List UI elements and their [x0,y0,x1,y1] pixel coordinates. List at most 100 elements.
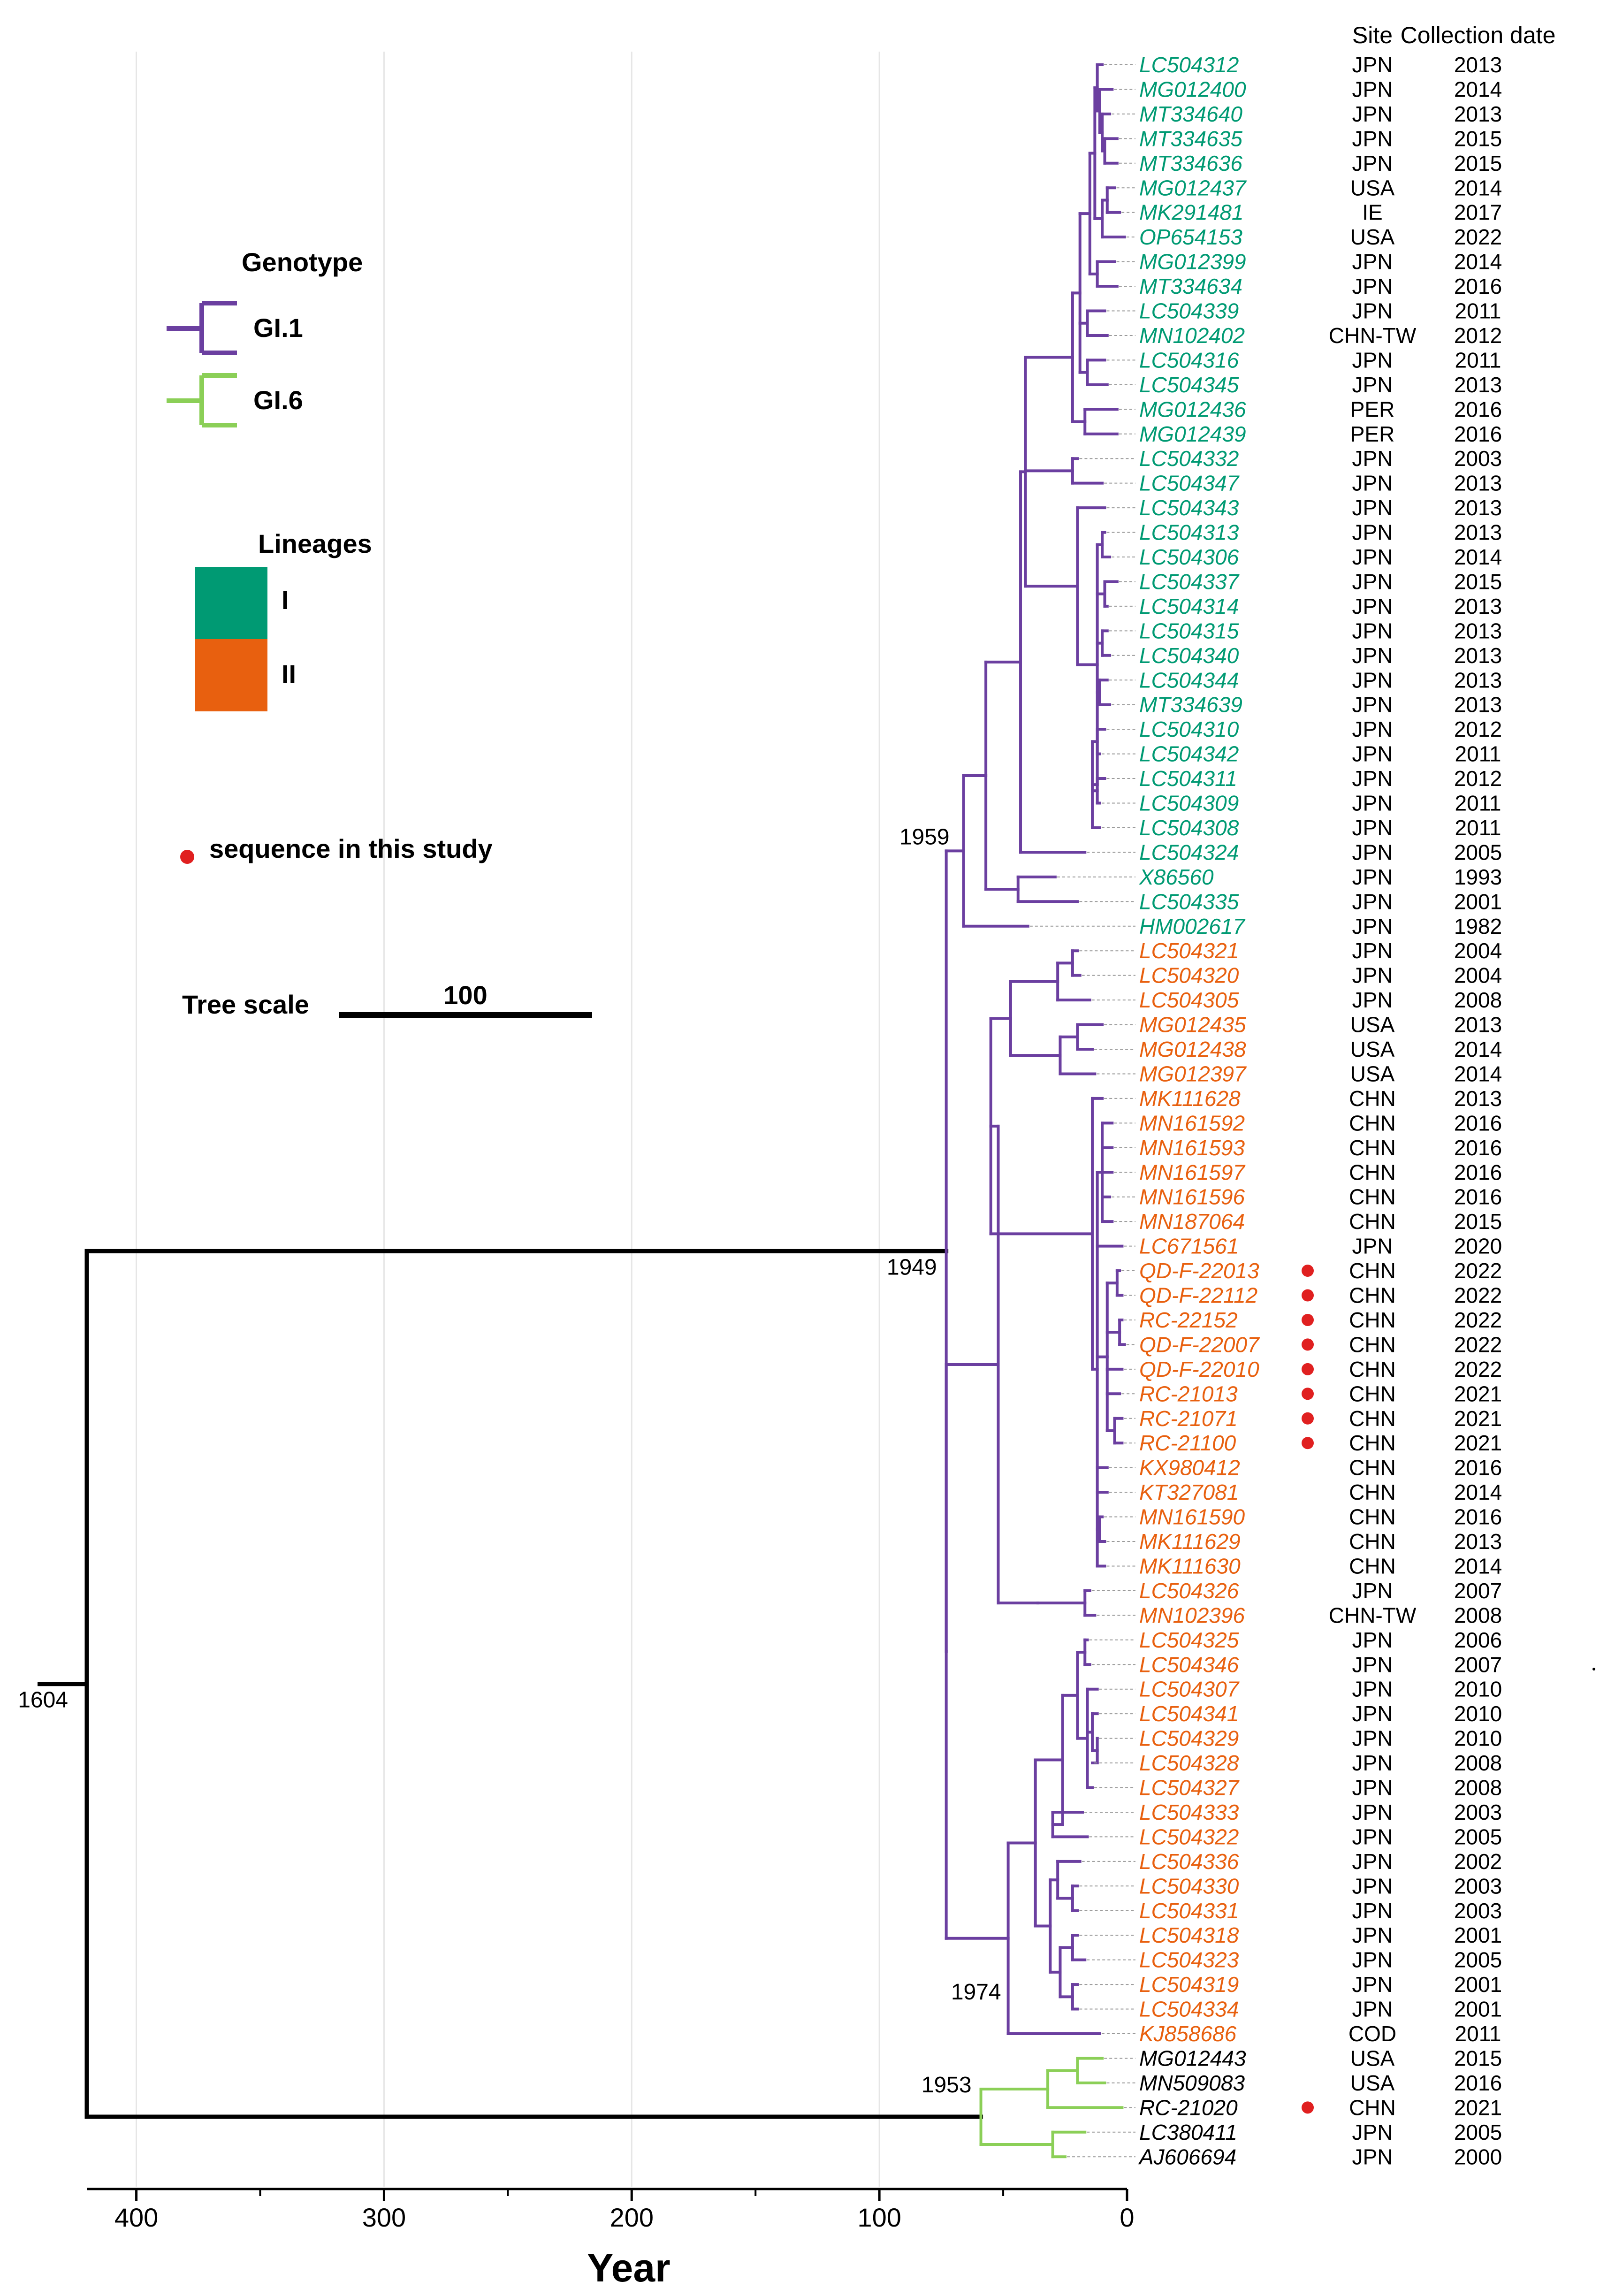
taxon-row: LC504336 JPN 2002 [1139,1849,1502,1874]
taxon-label: LC504331 [1139,1899,1239,1923]
taxon-date: 2013 [1454,373,1502,397]
taxon-label: LC504325 [1139,1628,1239,1652]
taxon-site: JPN [1352,126,1393,151]
taxon-site: JPN [1352,545,1393,569]
taxon-row: LC504344 JPN 2013 [1139,668,1502,692]
taxon-label: LC504324 [1139,840,1239,864]
taxon-site: JPN [1352,1874,1393,1898]
taxon-row: RC-21013 CHN 2021 [1139,1381,1502,1406]
taxon-site: JPN [1352,1234,1393,1259]
taxon-row: X86560 JPN 1993 [1139,865,1502,889]
taxon-date: 2022 [1454,1357,1502,1381]
taxon-site: JPN [1352,520,1393,545]
taxon-row: LC504334 JPN 2001 [1139,1997,1502,2021]
taxon-label: OP654153 [1139,225,1242,249]
x-axis: 400 300 200 100 0 Year [87,2188,1135,2290]
x-tick-label: 0 [1120,2203,1134,2232]
taxon-site: CHN [1349,1431,1396,1455]
taxon-date: 2003 [1454,446,1502,471]
taxon-site: PER [1350,397,1395,421]
taxon-date: 2005 [1454,840,1502,864]
taxon-row: MT334635 JPN 2015 [1139,126,1502,151]
taxon-date: 2011 [1455,2021,1501,2046]
x-tick-label: 200 [610,2203,654,2232]
taxon-label: LC504318 [1139,1923,1239,1947]
taxon-row: LC504314 JPN 2013 [1139,594,1502,618]
taxon-label: LC504322 [1139,1824,1239,1849]
taxon-label: LC504309 [1139,791,1239,816]
taxon-site: JPN [1352,1948,1393,1972]
taxon-row: LC380411 JPN 2005 [1139,2120,1502,2144]
taxon-row: MG012439 PER 2016 [1139,422,1502,446]
taxon-date: 2014 [1454,1037,1502,1061]
taxon-label: RC-21100 [1139,1431,1236,1455]
taxon-row: MT334640 JPN 2013 [1139,102,1502,126]
taxon-site: COD [1348,2021,1396,2046]
study-sequence-dot [1302,1388,1314,1400]
taxon-label: LC504339 [1139,299,1239,323]
taxon-date: 2004 [1454,938,1502,963]
site-column-header: Site [1352,22,1393,48]
lineage-i-swatch [195,567,267,642]
tree-scale-label: Tree scale [182,990,309,1019]
taxon-site: PER [1350,422,1395,446]
taxon-row: LC504329 JPN 2010 [1139,1726,1502,1751]
taxon-row: AJ606694 JPN 2000 [1138,2144,1502,2169]
taxon-row: LC504328 JPN 2008 [1139,1751,1502,1775]
taxon-site: JPN [1352,77,1393,101]
taxon-row: LC504332 JPN 2003 [1139,446,1502,471]
taxon-site: JPN [1352,250,1393,274]
taxon-label: LC504329 [1139,1726,1239,1751]
taxon-label: QD-F-22010 [1139,1357,1259,1381]
taxon-row: MK111629 CHN 2013 [1139,1529,1502,1554]
taxon-row: MG012438 USA 2014 [1139,1037,1502,1061]
x-tick-label: 400 [114,2203,158,2232]
taxon-site: USA [1350,175,1395,200]
taxon-row: RC-22152 CHN 2022 [1139,1308,1502,1332]
taxon-site: JPN [1352,1899,1393,1923]
taxon-label: QD-F-22112 [1139,1283,1257,1308]
date-column-header: Collection date [1401,22,1556,48]
taxon-site: JPN [1352,840,1393,864]
taxon-date: 2015 [1454,1209,1502,1234]
taxon-date: 2012 [1454,766,1502,791]
taxon-site: JPN [1352,1579,1393,1603]
taxon-site: CHN [1349,1529,1396,1554]
taxon-date: 2021 [1454,1406,1502,1431]
taxon-row: MT334634 JPN 2016 [1139,274,1502,298]
taxon-site: JPN [1352,816,1393,840]
taxon-site: CHN [1349,1308,1396,1332]
taxon-site: USA [1350,1037,1395,1061]
node-labels: 1604 1959 1949 1974 1953 [18,824,1001,2098]
taxon-date: 2021 [1454,1431,1502,1455]
taxon-date: 2022 [1454,1308,1502,1332]
taxon-site: JPN [1352,1677,1393,1701]
taxon-label: RC-21013 [1139,1381,1238,1406]
taxon-label: MG012436 [1139,397,1246,421]
taxon-row: MN161592 CHN 2016 [1139,1111,1502,1135]
taxon-date: 2016 [1454,1505,1502,1529]
taxon-site: USA [1350,1061,1395,1086]
taxon-row: KJ858686 COD 2011 [1139,2021,1501,2046]
taxon-date: 2010 [1454,1726,1502,1751]
taxon-site: CHN-TW [1329,323,1417,348]
taxon-site: CHN [1349,1111,1396,1135]
taxon-row: MN187064 CHN 2015 [1139,1209,1502,1234]
taxon-label: MT334634 [1139,274,1242,298]
taxon-label: MN102396 [1139,1603,1245,1627]
taxon-label: MN187064 [1139,1209,1245,1234]
taxon-row: LC504333 JPN 2003 [1139,1800,1502,1824]
taxon-date: 2010 [1454,1677,1502,1701]
node-age-label: 1953 [922,2073,972,2098]
taxon-site: CHN [1349,1136,1396,1160]
taxon-row: LC504341 JPN 2010 [1139,1701,1502,1726]
taxon-date: 2021 [1454,1381,1502,1406]
taxon-row: LC671561 JPN 2020 [1139,1234,1502,1259]
taxon-row: MG012436 PER 2016 [1139,397,1502,421]
taxon-label: LC504308 [1139,816,1239,840]
taxon-date: 2013 [1454,496,1502,520]
taxon-row: LC504316 JPN 2011 [1139,348,1501,372]
taxon-row: MN161593 CHN 2016 [1139,1136,1502,1160]
tree-branches [38,63,1126,2159]
taxon-date: 2011 [1455,791,1501,816]
